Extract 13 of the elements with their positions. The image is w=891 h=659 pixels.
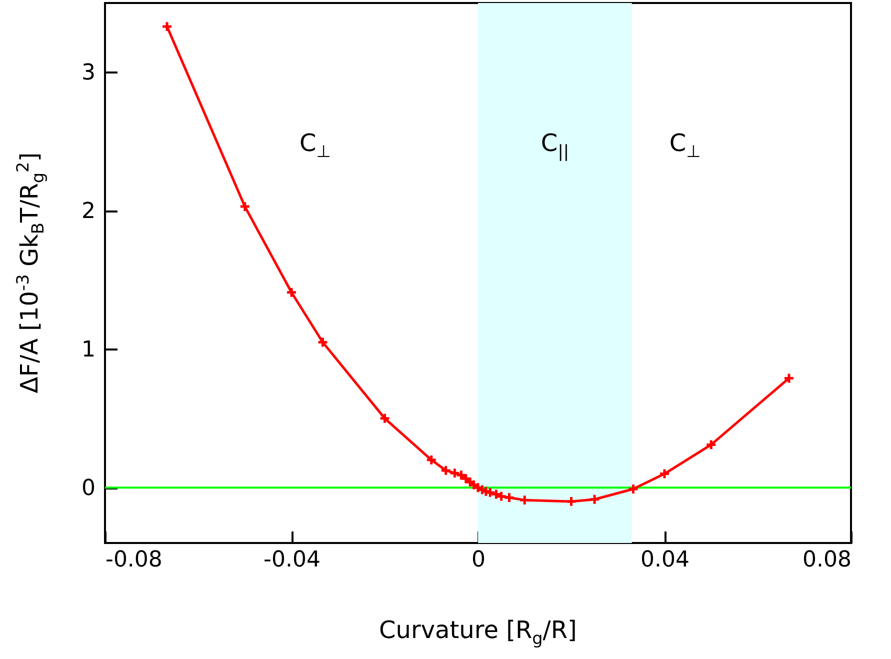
x-tick-label: 0.04	[640, 548, 690, 572]
x-axis-title: Curvature [R$_{g}$/R]	[379, 616, 577, 648]
x-tick-label: -0.08	[106, 548, 162, 572]
x-tick-label: -0.04	[264, 548, 320, 572]
annotation: C$_{⊥}$	[669, 128, 701, 160]
x-tick-label: 0	[472, 548, 486, 572]
y-tick-label: 2	[82, 199, 96, 224]
x-tick-label: 0.08	[802, 548, 852, 572]
band-label: C$_{||}$	[540, 128, 569, 160]
y-tick-label: 3	[82, 60, 96, 86]
annotation: C$_{⊥}$	[300, 128, 331, 160]
y-tick-label: 1	[82, 338, 96, 363]
y-tick-label: 0	[82, 476, 96, 502]
